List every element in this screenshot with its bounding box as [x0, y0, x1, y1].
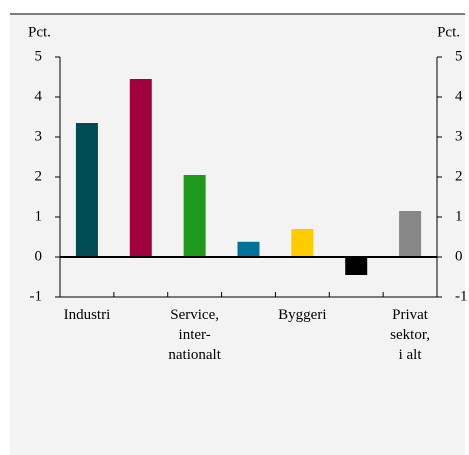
y-axis-label: Pct.	[28, 24, 51, 40]
y2-tick-label: 4	[455, 88, 463, 104]
y2-tick-label: -1	[455, 288, 468, 304]
bar	[183, 175, 206, 257]
y2-tick-label: 2	[455, 168, 463, 184]
y2-tick-label: 1	[455, 208, 463, 224]
y2-tick-label: 5	[455, 48, 463, 64]
bar	[345, 257, 368, 275]
y-tick-label: 0	[35, 248, 43, 264]
y2-tick-label: 0	[455, 248, 463, 264]
bar	[399, 211, 422, 257]
x-tick-label: Privat sektor, i alt	[390, 307, 430, 363]
y-tick-label: -1	[30, 288, 43, 304]
y-tick-label: 1	[35, 208, 43, 224]
x-tick-label: Byggeri	[278, 307, 327, 323]
bar	[291, 229, 314, 257]
y-tick-label: 4	[35, 88, 43, 104]
y-tick-label: 2	[35, 168, 43, 184]
bar	[75, 123, 98, 257]
x-tick-label: Industri	[63, 307, 111, 323]
y2-axis-label: Pct.	[437, 24, 460, 40]
bar	[129, 79, 152, 257]
y-tick-label: 3	[35, 128, 43, 144]
y2-tick-label: 3	[455, 128, 463, 144]
bar	[237, 241, 260, 257]
y-tick-label: 5	[35, 48, 43, 64]
x-tick-label: Service, inter- nationalt	[168, 307, 221, 363]
